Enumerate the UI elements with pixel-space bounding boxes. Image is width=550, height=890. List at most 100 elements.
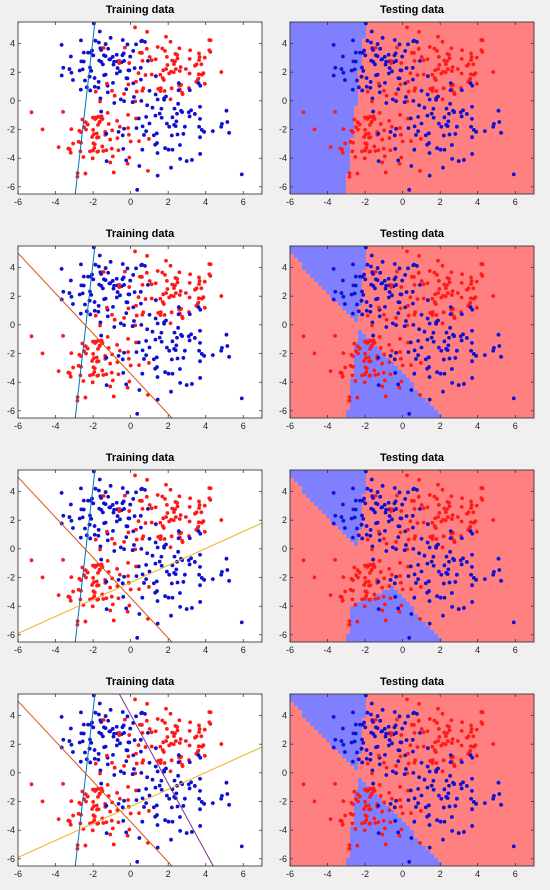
data-point-blue [120, 710, 125, 714]
data-point-blue [470, 376, 475, 380]
data-point-blue [365, 486, 370, 491]
data-point-blue [446, 343, 451, 348]
data-point-blue [427, 375, 432, 379]
data-point-blue [459, 536, 464, 541]
data-point-red [173, 67, 178, 72]
data-point-blue [406, 42, 410, 47]
data-point-red [187, 280, 192, 285]
x-tick-label: 6 [241, 421, 246, 431]
data-point-red [421, 72, 426, 77]
data-point-red [95, 821, 100, 826]
data-point-blue [415, 39, 419, 44]
data-point-red [146, 168, 150, 173]
x-tick-label: -2 [361, 869, 369, 879]
data-point-red [418, 168, 422, 173]
data-point-red [434, 761, 439, 765]
data-point-blue [384, 549, 389, 553]
data-point-blue [89, 292, 94, 297]
data-point-red [364, 814, 369, 819]
y-tick-label: -6 [279, 182, 287, 192]
data-point-red [450, 65, 455, 70]
data-point-red [412, 282, 417, 287]
data-point-blue [176, 312, 181, 317]
data-point-red [377, 529, 381, 534]
data-point-blue [97, 701, 102, 706]
data-point-red [134, 537, 139, 542]
data-point-red [343, 141, 348, 146]
data-point-red [164, 502, 169, 507]
data-point-red [450, 513, 455, 518]
data-point-blue [422, 553, 427, 558]
data-point-blue [124, 748, 129, 753]
data-point-red [389, 283, 394, 287]
data-point-red [479, 262, 484, 266]
data-point-blue [341, 70, 346, 75]
data-point-blue [136, 564, 141, 569]
data-point-red [372, 592, 377, 597]
data-point-blue [154, 579, 159, 584]
data-point-red [474, 55, 479, 60]
data-point-blue [97, 58, 102, 63]
data-point-red [153, 729, 158, 734]
data-point-red [61, 557, 65, 562]
data-point-red [473, 71, 478, 76]
data-point-red [164, 706, 168, 711]
data-point-blue [469, 124, 473, 129]
data-point-blue [103, 744, 108, 749]
data-point-red [219, 518, 224, 522]
data-point-red [133, 473, 137, 478]
data-point-red [466, 62, 471, 67]
data-point-blue [86, 722, 90, 727]
x-tick-label: 2 [166, 869, 171, 879]
data-point-blue [80, 67, 85, 72]
data-point-blue [96, 712, 101, 717]
data-point-blue [384, 507, 388, 512]
data-point-blue [439, 796, 444, 801]
data-point-blue [492, 346, 496, 350]
data-point-blue [343, 78, 347, 82]
data-point-red [455, 739, 460, 743]
x-tick-label: -4 [52, 645, 60, 655]
data-point-blue [403, 529, 408, 534]
panel-title: Training data [106, 676, 175, 688]
data-point-blue [331, 43, 336, 47]
data-point-red [133, 25, 137, 30]
x-tick-label: 4 [475, 197, 480, 207]
data-point-red [172, 286, 176, 291]
data-point-red [347, 171, 352, 176]
data-point-red [452, 762, 457, 767]
data-point-blue [134, 714, 138, 719]
data-point-red [40, 351, 45, 356]
data-point-blue [174, 567, 179, 572]
data-point-red [449, 494, 454, 499]
data-point-red [353, 379, 358, 383]
data-point-blue [80, 739, 85, 744]
data-point-blue [169, 613, 173, 618]
data-point-blue [83, 750, 87, 755]
data-point-red [106, 122, 111, 126]
data-point-blue [394, 59, 398, 63]
data-point-blue [353, 722, 358, 727]
data-point-blue [442, 147, 447, 152]
data-point-red [134, 79, 138, 84]
data-point-red [173, 731, 177, 736]
data-point-red [127, 61, 132, 65]
data-point-red [378, 570, 383, 574]
data-point-blue [137, 612, 142, 616]
x-tick-label: 0 [128, 197, 133, 207]
data-point-red [149, 506, 154, 511]
data-point-blue [116, 577, 121, 582]
data-point-red [351, 354, 355, 359]
data-point-blue [139, 525, 143, 530]
data-point-blue [225, 344, 230, 348]
data-point-red [76, 363, 81, 368]
data-point-blue [404, 319, 408, 323]
data-point-red [427, 45, 432, 49]
data-point-red [188, 720, 193, 725]
data-point-red [112, 317, 117, 322]
data-point-red [168, 769, 173, 774]
data-point-red [177, 46, 182, 51]
data-point-red [387, 360, 392, 365]
data-point-blue [454, 124, 459, 129]
data-point-red [412, 88, 417, 93]
